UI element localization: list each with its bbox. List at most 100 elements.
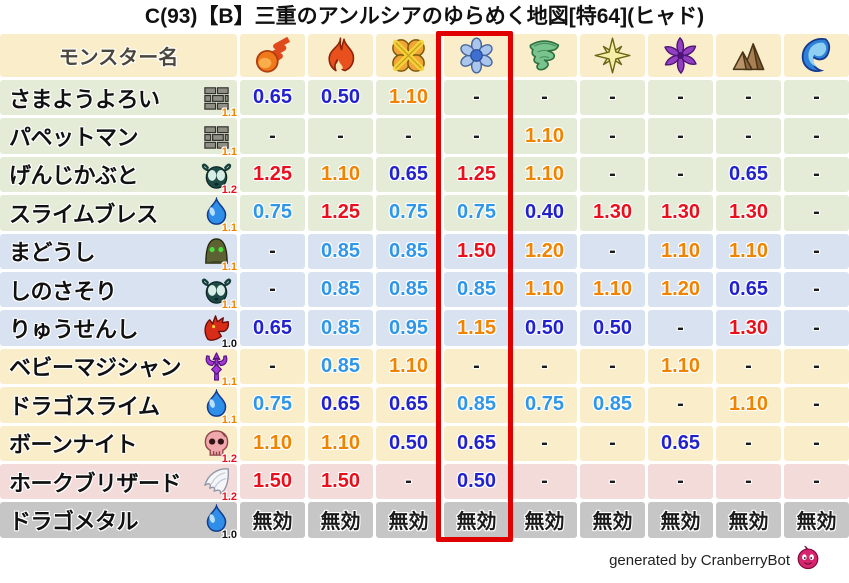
- multiplier-badge: 1.1: [221, 375, 237, 388]
- resistance-cell: -: [512, 80, 577, 116]
- resistance-cell: -: [716, 118, 781, 154]
- resistance-cell: -: [784, 425, 849, 461]
- resistance-cell: 1.10: [512, 271, 577, 308]
- monster-name: しのさそり: [9, 278, 117, 304]
- resistance-cell: 無効: [716, 502, 781, 538]
- burst-icon: [390, 37, 427, 74]
- resistance-cell: 1.10: [716, 233, 781, 269]
- monster-name-cell: まどうし 1.1: [0, 233, 237, 273]
- monster-name: ベビーマジシャン: [9, 355, 182, 381]
- monster-name: りゅうせんし: [9, 317, 139, 343]
- multiplier-badge: 1.1: [221, 145, 237, 158]
- multiplier-badge: 1.0: [221, 337, 237, 350]
- resistance-cell: 1.10: [376, 80, 441, 116]
- multiplier-badge: 1.1: [221, 299, 237, 312]
- resistance-cell: 無効: [784, 502, 849, 538]
- resistance-cell: 0.75: [444, 195, 509, 231]
- monster-name: さまようよろい: [9, 86, 160, 112]
- resistance-cell: 1.10: [580, 271, 645, 308]
- star-icon: [594, 37, 631, 74]
- multiplier-badge: 1.0: [221, 529, 237, 542]
- resistance-cell: 0.85: [308, 271, 373, 308]
- resistance-cell: -: [784, 387, 849, 423]
- credit-text: generated by CranberryBot: [609, 551, 790, 569]
- resistance-cell: -: [784, 118, 849, 154]
- resistance-cell: -: [240, 233, 305, 269]
- slime-icon: 1.1: [201, 197, 237, 234]
- resistance-cell: 0.75: [512, 387, 577, 423]
- resistance-cell: 1.10: [648, 348, 713, 385]
- resistance-cell: -: [716, 463, 781, 500]
- flame-icon: [322, 37, 359, 74]
- resistance-cell: 1.25: [444, 156, 509, 193]
- element-header-cell: [716, 34, 781, 77]
- element-header-cell: [308, 34, 373, 77]
- resistance-cell: 0.65: [308, 387, 373, 423]
- element-header-cell: [648, 34, 713, 77]
- resistance-cell: 0.75: [240, 387, 305, 423]
- tornado-icon: [526, 37, 563, 74]
- page-title: C(93)【B】三重のアンルシアのゆらめく地図[特64](ヒャド): [144, 5, 705, 28]
- multiplier-badge: 1.1: [221, 414, 237, 427]
- monster-name: ボーンナイト: [9, 432, 137, 458]
- resistance-cell: -: [784, 463, 849, 500]
- monster-name: まどうし: [9, 240, 96, 266]
- resistance-cell: 1.10: [308, 156, 373, 193]
- resistance-cell: -: [444, 80, 509, 116]
- resistance-cell: 0.65: [376, 156, 441, 193]
- resistance-cell: -: [716, 425, 781, 461]
- resistance-cell: 1.50: [308, 463, 373, 500]
- dragon-head-icon: 1.0: [201, 313, 237, 350]
- resistance-cell: 0.85: [376, 271, 441, 308]
- monster-name-cell: ベビーマジシャン 1.1: [0, 348, 237, 388]
- resistance-cell: -: [240, 271, 305, 308]
- resistance-cell: -: [240, 348, 305, 385]
- multiplier-badge: 1.2: [221, 183, 237, 196]
- resistance-cell: 1.30: [580, 195, 645, 231]
- monster-name-cell: パペットマン 1.1: [0, 118, 237, 158]
- resistance-cell: 0.50: [512, 310, 577, 346]
- resistance-cell: -: [648, 310, 713, 346]
- resistance-cell: 無効: [512, 502, 577, 538]
- resistance-cell: 無効: [240, 502, 305, 538]
- monster-name-cell: スライムブレス 1.1: [0, 195, 237, 234]
- resistance-cell: -: [648, 118, 713, 154]
- resistance-cell: 無効: [308, 502, 373, 538]
- resistance-cell: 0.40: [512, 195, 577, 231]
- monster-name: ホークブリザード: [9, 470, 182, 496]
- resistance-cell: 1.10: [240, 425, 305, 461]
- cranberry-slime-icon: [795, 545, 821, 575]
- resistance-cell: 1.50: [444, 233, 509, 269]
- fireball-icon: [254, 37, 291, 74]
- resistance-cell: -: [376, 463, 441, 500]
- snowflake-icon: [458, 37, 495, 74]
- resistance-cell: -: [784, 271, 849, 308]
- resistance-cell: -: [512, 463, 577, 500]
- resistance-cell: -: [580, 425, 645, 461]
- resistance-cell: 0.95: [376, 310, 441, 346]
- monster-name: パペットマン: [9, 125, 139, 151]
- resistance-cell: 0.65: [648, 425, 713, 461]
- resistance-cell: 1.10: [716, 387, 781, 423]
- wing-icon: 1.2: [201, 466, 237, 503]
- credit-line: generated by CranberryBot: [609, 545, 821, 575]
- multiplier-badge: 1.1: [221, 107, 237, 120]
- monster-name-cell: しのさそり 1.1: [0, 271, 237, 311]
- resistance-cell: -: [580, 118, 645, 154]
- resistance-cell: -: [784, 233, 849, 269]
- resistance-cell: -: [580, 463, 645, 500]
- resistance-cell: 無効: [580, 502, 645, 538]
- resistance-cell: 0.85: [580, 387, 645, 423]
- resistance-cell: 0.85: [376, 233, 441, 269]
- resistance-cell: -: [444, 348, 509, 385]
- resistance-cell: -: [784, 348, 849, 385]
- multiplier-badge: 1.1: [221, 260, 237, 273]
- resistance-cell: -: [784, 195, 849, 231]
- resistance-cell: 0.85: [308, 233, 373, 269]
- resistance-cell: 0.85: [308, 310, 373, 346]
- element-header-cell: [580, 34, 645, 77]
- element-header-cell: [512, 34, 577, 77]
- resistance-table: モンスター名 さまようよろい 1.1 0.65 0.50 1.10- - - - - - パペットマン…: [0, 34, 849, 542]
- resistance-cell: 0.50: [308, 80, 373, 116]
- multiplier-badge: 1.1: [221, 222, 237, 235]
